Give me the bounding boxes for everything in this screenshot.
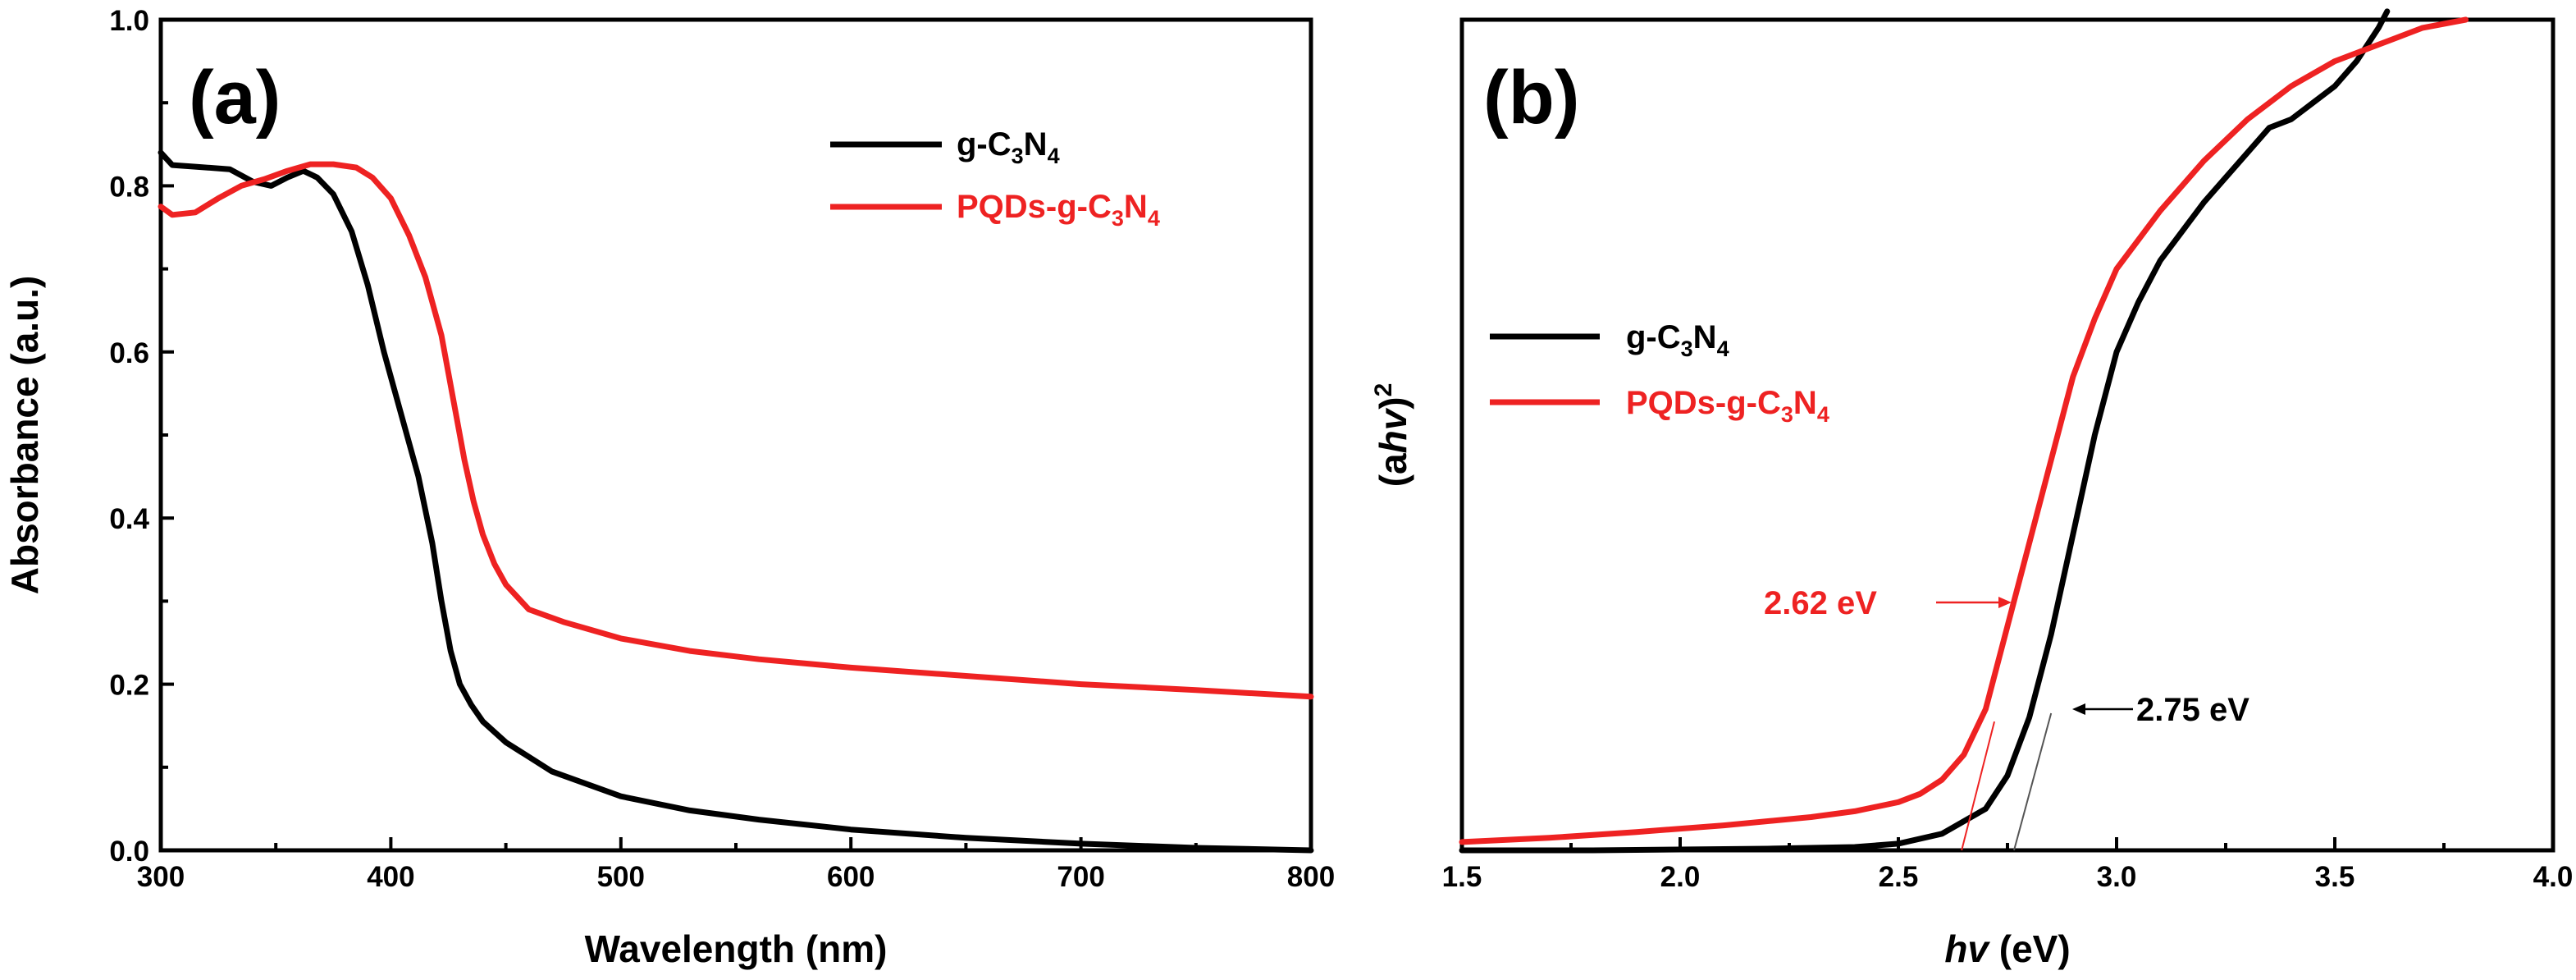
series-line-pqds-g-c3n4	[158, 161, 1314, 700]
panel-b-annotation-pqds: 2.62 eV	[1764, 585, 2012, 621]
x-tick-label: 2.5	[1879, 861, 1919, 893]
series-line-g-c3n4	[1459, 8, 2391, 854]
tangent-line-pqds-g-c3n4	[1961, 721, 1996, 851]
panel-a-y-ticks: 0.0 0.2 0.4 0.6 0.8 1.0	[109, 5, 174, 868]
x-tick-label: 500	[597, 861, 645, 893]
series-line-g-c3n4	[158, 149, 1314, 854]
panel-a: 300 400 500 600 700 800 0.0 0.2 0.4 0.6 0.8 1.0 (a…	[3, 5, 1335, 970]
panel-a-plot-frame	[158, 17, 1313, 853]
panel-b-y-axis-title: (ahv)2	[1370, 383, 1414, 488]
panel-b-legend: g-C3N4 PQDs-g-C3N4	[1490, 319, 1829, 427]
panel-b-annotation-g-c3n4-arrowhead	[2072, 703, 2085, 715]
y-tick-label: 1.0	[109, 5, 149, 37]
panel-a-y-axis-title: Absorbance (a.u.)	[3, 276, 46, 595]
x-tick-label: 600	[827, 861, 875, 893]
panel-b-annotation-g-c3n4: 2.75 eV	[2072, 692, 2249, 728]
y-tick-label: 0.6	[109, 337, 149, 369]
panel-b-x-axis-title: hv (eV)	[1944, 927, 2070, 970]
panel-b: 1.5 2.0 2.5 3.0 3.5 4.0 (b) hv (eV) (ahv)2 g-…	[1370, 8, 2574, 970]
panel-a-legend: g-C3N4 PQDs-g-C3N4	[830, 126, 1160, 231]
panel-a-x-axis-title: Wavelength (nm)	[585, 927, 888, 970]
panel-b-annotation-g-c3n4-text: 2.75 eV	[2136, 692, 2249, 728]
x-tick-label: 800	[1287, 861, 1335, 893]
x-tick-label: 700	[1057, 861, 1104, 893]
series-line-pqds-g-c3n4	[1459, 16, 2469, 845]
x-tick-label: 3.5	[2315, 861, 2355, 893]
panel-b-legend-label-pqds: PQDs-g-C3N4	[1626, 385, 1829, 427]
x-tick-label: 3.0	[2097, 861, 2137, 893]
panel-b-plot-frame	[1459, 17, 2555, 853]
y-tick-label: 0.4	[109, 503, 149, 535]
panel-a-series	[158, 149, 1314, 854]
x-tick-label: 2.0	[1660, 861, 1701, 893]
panel-b-tangent-lines	[1961, 712, 2053, 851]
panel-b-label: (b)	[1483, 56, 1579, 140]
panel-a-legend-label-g-c3n4: g-C3N4	[957, 126, 1060, 168]
panel-a-x-ticks: 300 400 500 600 700 800	[137, 837, 1335, 893]
panel-b-annotation-pqds-text: 2.62 eV	[1764, 585, 1877, 621]
x-tick-label: 1.5	[1442, 861, 1482, 893]
panel-a-legend-label-pqds: PQDs-g-C3N4	[957, 189, 1160, 231]
x-tick-label: 300	[137, 861, 185, 893]
y-tick-label: 0.2	[109, 670, 149, 702]
x-tick-label: 400	[367, 861, 414, 893]
panel-b-series	[1459, 8, 2469, 854]
y-tick-label: 0.8	[109, 171, 149, 203]
panel-b-annotation-pqds-arrowhead	[1998, 597, 2012, 608]
y-tick-label: 0.0	[109, 836, 149, 868]
tangent-line-g-c3n4	[2013, 712, 2053, 851]
panel-a-label: (a)	[189, 56, 281, 140]
x-tick-label: 4.0	[2533, 861, 2574, 893]
panel-b-legend-label-g-c3n4: g-C3N4	[1626, 319, 1729, 361]
panel-b-x-ticks: 1.5 2.0 2.5 3.0 3.5 4.0	[1442, 837, 2574, 893]
